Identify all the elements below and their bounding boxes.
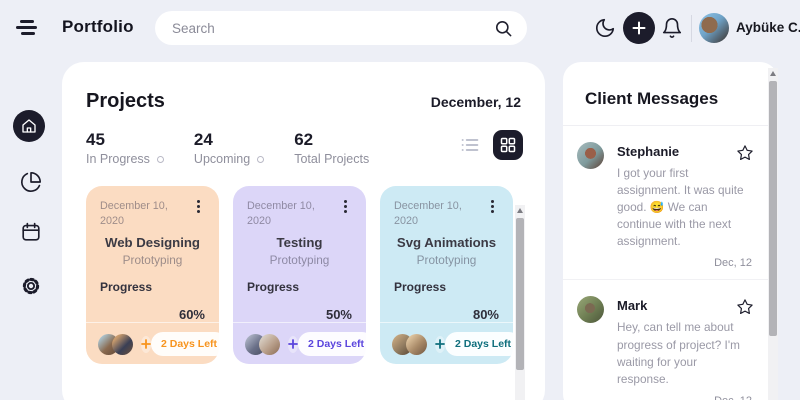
- list-view-icon[interactable]: [459, 134, 481, 156]
- app-title: Portfolio: [62, 17, 134, 36]
- projects-panel: Projects December, 12 45 In Progress 24 …: [62, 62, 545, 400]
- user-name[interactable]: Aybüke C.: [736, 20, 800, 35]
- project-card-testing[interactable]: December 10, 2020 Testing Prototyping Pr…: [233, 186, 375, 364]
- client-messages-panel: Client Messages Stephanie I got your fir…: [563, 62, 778, 400]
- search-bar[interactable]: [155, 11, 527, 45]
- stat-marker-icon: [257, 155, 265, 163]
- projects-title: Projects: [86, 90, 165, 112]
- sidebar-item-settings[interactable]: [20, 275, 42, 297]
- avatar: [577, 296, 604, 324]
- projects-date: December, 12: [430, 94, 521, 110]
- avatar: [112, 333, 133, 355]
- search-icon[interactable]: [494, 19, 513, 38]
- sidebar-item-analytics[interactable]: [20, 171, 42, 193]
- stat-marker-icon: [156, 155, 164, 163]
- topbar-divider: [691, 15, 692, 42]
- messages-title: Client Messages: [585, 89, 719, 108]
- card-title: Svg Animations: [396, 235, 497, 251]
- progress-label: Progress: [247, 280, 300, 295]
- message-date: Dec, 12: [714, 257, 752, 270]
- project-card-svg-animations[interactable]: December 10, 2020 Svg Animations Prototy…: [380, 186, 522, 364]
- scrollbar-thumb[interactable]: [516, 218, 524, 370]
- star-icon[interactable]: [736, 298, 754, 316]
- message-item[interactable]: Mark Hey, can tell me about progress of …: [563, 279, 778, 400]
- member-avatars: [245, 333, 280, 355]
- member-avatars: [392, 333, 427, 355]
- add-member-button[interactable]: [288, 335, 298, 353]
- messages-scrollbar[interactable]: [768, 68, 778, 400]
- sidebar-item-calendar[interactable]: [20, 221, 42, 243]
- project-card-web-designing[interactable]: December 10, 2020 Web Designing Prototyp…: [86, 186, 228, 364]
- stat-total-projects: 62 Total Projects: [294, 130, 370, 166]
- avatar: [259, 333, 280, 355]
- star-icon[interactable]: [736, 144, 754, 162]
- scroll-up-icon[interactable]: [770, 71, 776, 76]
- message-text: I got your first assignment. It was quit…: [617, 166, 744, 249]
- avatar: [577, 142, 604, 169]
- gear-icon: [20, 275, 42, 297]
- days-left-badge[interactable]: 2 Days Left: [151, 332, 228, 357]
- pie-chart-icon: [20, 171, 42, 193]
- calendar-icon: [20, 221, 42, 243]
- scroll-up-icon[interactable]: [517, 208, 523, 213]
- theme-moon-icon[interactable]: [594, 17, 616, 39]
- sender-name: Mark: [617, 298, 648, 314]
- member-avatars: [98, 333, 133, 355]
- progress-label: Progress: [394, 280, 447, 295]
- progress-percent: 80%: [472, 307, 499, 323]
- grid-icon: [500, 137, 516, 153]
- add-member-button[interactable]: [435, 335, 445, 353]
- sender-name: Stephanie: [617, 144, 680, 159]
- scrollbar-thumb[interactable]: [769, 81, 777, 336]
- days-left-badge[interactable]: 2 Days Left: [298, 332, 375, 357]
- topbar: Portfolio Aybüke C.: [0, 0, 800, 57]
- stat-upcoming: 24 Upcoming: [194, 130, 265, 166]
- card-subtitle: Prototyping: [416, 253, 477, 268]
- notifications-bell-icon[interactable]: [661, 17, 683, 39]
- card-title: Web Designing: [104, 235, 200, 251]
- progress-percent: 60%: [178, 307, 205, 323]
- message-date: Dec, 12: [617, 395, 752, 400]
- progress-label: Progress: [100, 280, 153, 295]
- stat-in-progress: 45 In Progress: [86, 130, 164, 166]
- user-avatar[interactable]: [699, 13, 729, 43]
- message-item[interactable]: Stephanie I got your first assignment. I…: [563, 126, 778, 279]
- search-input[interactable]: [172, 20, 494, 36]
- days-left-badge[interactable]: 2 Days Left: [445, 332, 522, 357]
- kebab-menu-icon[interactable]: [340, 199, 352, 215]
- card-subtitle: Prototyping: [269, 253, 330, 268]
- projects-scrollbar[interactable]: [515, 205, 525, 400]
- card-date: December 10, 2020: [394, 200, 462, 227]
- card-title: Testing: [276, 235, 323, 251]
- progress-percent: 50%: [325, 307, 352, 323]
- card-date: December 10, 2020: [100, 200, 168, 227]
- add-button[interactable]: [623, 12, 655, 44]
- menu-icon[interactable]: [16, 20, 40, 36]
- divider: [563, 125, 778, 126]
- kebab-menu-icon[interactable]: [193, 199, 205, 215]
- card-date: December 10, 2020: [247, 200, 315, 227]
- add-member-button[interactable]: [141, 335, 151, 353]
- project-cards: December 10, 2020 Web Designing Prototyp…: [62, 186, 545, 364]
- message-text: Hey, can tell me about progress of proje…: [617, 320, 740, 386]
- avatar: [406, 333, 427, 355]
- sidebar-item-home[interactable]: [13, 110, 45, 142]
- home-icon: [21, 118, 37, 134]
- kebab-menu-icon[interactable]: [487, 199, 499, 215]
- card-subtitle: Prototyping: [122, 253, 183, 268]
- grid-view-button[interactable]: [493, 130, 523, 160]
